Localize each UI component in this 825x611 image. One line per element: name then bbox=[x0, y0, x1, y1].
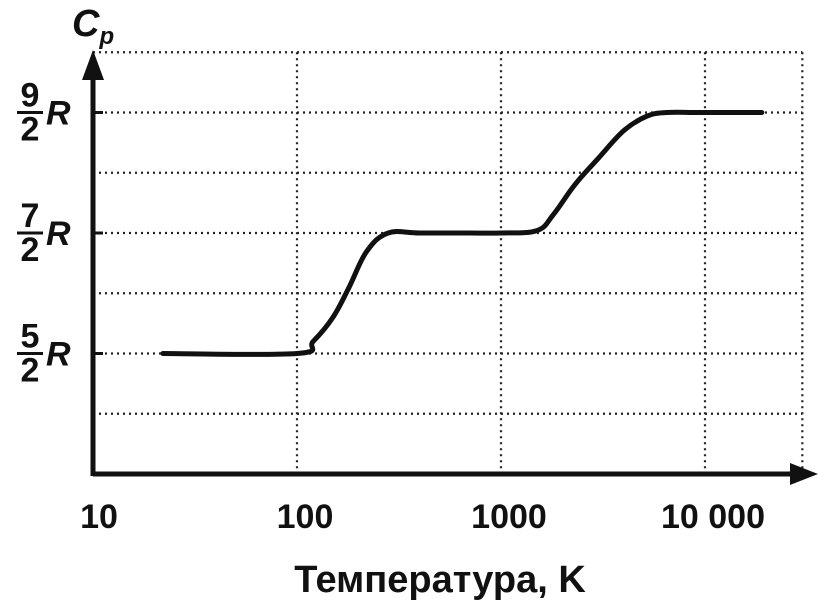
y-axis-label: Cp bbox=[72, 3, 114, 50]
x-axis-label: Температура, K bbox=[294, 559, 586, 601]
x-tick-label: 10 bbox=[80, 498, 118, 536]
y-tick-denominator: 2 bbox=[21, 111, 40, 149]
y-tick-symbol: R bbox=[46, 95, 71, 133]
y-tick-label: 92 R bbox=[17, 77, 103, 149]
heat-capacity-curve bbox=[160, 109, 765, 357]
x-tick-label: 100 bbox=[277, 498, 334, 536]
x-tick-labels: 10 100 1000 10 000 bbox=[80, 498, 765, 536]
y-tick-denominator: 2 bbox=[21, 352, 40, 390]
y-tick-numerator: 9 bbox=[21, 77, 40, 115]
x-axis-arrow bbox=[790, 463, 818, 485]
series-layer bbox=[160, 109, 765, 357]
y-tick-symbol: R bbox=[46, 336, 71, 374]
y-tick-label: 52 R bbox=[17, 318, 103, 390]
y-tick-numerator: 7 bbox=[21, 197, 40, 235]
y-tick-numerator: 5 bbox=[21, 318, 40, 356]
x-tick-label: 1000 bbox=[471, 498, 547, 536]
grid bbox=[93, 51, 804, 474]
y-tick-labels: 52 R72 R92 R bbox=[17, 77, 103, 390]
y-tick-denominator: 2 bbox=[21, 231, 40, 269]
y-tick-label: 72 R bbox=[17, 197, 103, 269]
y-axis-arrow bbox=[82, 50, 104, 80]
x-tick-label: 10 000 bbox=[661, 498, 765, 536]
axes bbox=[82, 50, 818, 485]
y-tick-symbol: R bbox=[46, 215, 71, 253]
